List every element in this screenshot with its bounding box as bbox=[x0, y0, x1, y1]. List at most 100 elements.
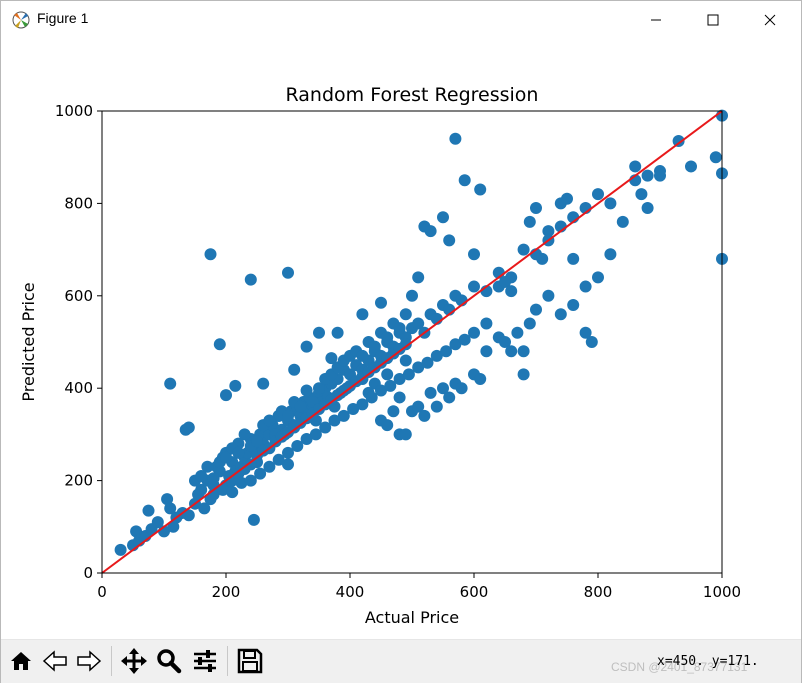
data-point bbox=[393, 322, 406, 335]
data-point bbox=[387, 405, 400, 418]
data-point bbox=[282, 409, 294, 422]
data-point bbox=[328, 414, 341, 427]
data-point bbox=[542, 225, 555, 238]
data-point bbox=[399, 338, 412, 351]
data-point bbox=[263, 414, 276, 427]
data-point bbox=[449, 338, 462, 351]
x-axis-label: Actual Price bbox=[365, 608, 459, 627]
save-figure-button[interactable] bbox=[235, 646, 265, 676]
data-point bbox=[480, 317, 493, 330]
data-point bbox=[455, 382, 468, 395]
forward-arrow-icon bbox=[77, 650, 102, 672]
data-point bbox=[232, 446, 245, 459]
data-point bbox=[406, 289, 418, 302]
data-point bbox=[402, 368, 415, 381]
data-point bbox=[672, 135, 685, 148]
data-point bbox=[319, 421, 332, 434]
back-arrow-icon bbox=[42, 650, 67, 672]
data-point bbox=[263, 460, 276, 473]
y-tick-label: 800 bbox=[64, 194, 93, 212]
data-point bbox=[272, 453, 285, 466]
data-point bbox=[399, 354, 412, 367]
data-point bbox=[198, 502, 211, 515]
data-point bbox=[499, 336, 511, 348]
data-point bbox=[480, 345, 493, 358]
data-point bbox=[474, 372, 487, 385]
data-point bbox=[412, 400, 425, 413]
data-point bbox=[393, 372, 406, 385]
data-point bbox=[282, 446, 294, 459]
data-points bbox=[114, 109, 728, 556]
data-point bbox=[294, 400, 307, 413]
forward-button[interactable] bbox=[74, 646, 104, 676]
minimize-button[interactable] bbox=[633, 1, 679, 39]
matplotlib-app-icon bbox=[11, 10, 31, 30]
data-point bbox=[182, 509, 195, 522]
data-point bbox=[641, 169, 654, 182]
data-point bbox=[356, 349, 369, 362]
data-point bbox=[517, 345, 530, 358]
data-point bbox=[517, 368, 530, 381]
y-tick-label: 200 bbox=[64, 472, 93, 490]
title-bar[interactable]: Figure 1 bbox=[1, 1, 801, 39]
data-point bbox=[437, 211, 449, 224]
scatter-plot[interactable]: Random Forest Regression 0 200 400 600 800 10… bbox=[1, 39, 801, 639]
data-point bbox=[579, 326, 592, 339]
data-point bbox=[430, 349, 443, 362]
data-point bbox=[368, 340, 381, 353]
y-tick-label: 400 bbox=[64, 379, 93, 397]
data-point bbox=[449, 132, 462, 145]
data-point bbox=[375, 296, 387, 309]
data-point bbox=[229, 379, 242, 392]
data-point bbox=[244, 474, 257, 487]
maximize-button[interactable] bbox=[690, 1, 736, 39]
data-point bbox=[629, 160, 642, 173]
data-point bbox=[685, 160, 697, 173]
data-point bbox=[347, 402, 360, 415]
maximize-icon bbox=[707, 14, 719, 26]
data-point bbox=[151, 516, 164, 529]
data-point bbox=[257, 377, 270, 390]
data-point bbox=[213, 338, 226, 351]
configure-subplots-button[interactable] bbox=[190, 646, 220, 676]
data-point bbox=[381, 368, 394, 381]
data-point bbox=[282, 266, 294, 279]
data-point bbox=[300, 384, 313, 397]
data-point bbox=[226, 486, 239, 499]
close-icon bbox=[764, 14, 776, 26]
data-point bbox=[216, 483, 229, 496]
data-point bbox=[505, 345, 518, 358]
data-point bbox=[356, 308, 369, 321]
data-point bbox=[430, 400, 443, 413]
x-tick-label: 200 bbox=[212, 583, 241, 601]
data-point bbox=[654, 169, 666, 182]
data-point bbox=[313, 382, 325, 395]
data-point bbox=[282, 458, 294, 471]
data-point bbox=[474, 183, 487, 196]
data-point bbox=[567, 252, 580, 265]
toolbar-separator bbox=[227, 646, 228, 676]
x-tick-label: 800 bbox=[584, 583, 613, 601]
back-button[interactable] bbox=[40, 646, 70, 676]
figure-canvas[interactable]: Random Forest Regression 0 200 400 600 800 10… bbox=[1, 39, 801, 639]
home-button[interactable] bbox=[6, 646, 36, 676]
data-point bbox=[207, 472, 220, 485]
x-tick-label: 1000 bbox=[703, 583, 741, 601]
y-tick-label: 600 bbox=[64, 287, 93, 305]
data-point bbox=[195, 483, 208, 496]
data-point bbox=[511, 326, 524, 339]
zoom-button[interactable] bbox=[154, 646, 184, 676]
data-point bbox=[220, 451, 232, 464]
data-point bbox=[167, 520, 180, 533]
close-button[interactable] bbox=[747, 1, 793, 39]
data-point bbox=[195, 469, 208, 482]
pan-button[interactable] bbox=[119, 646, 149, 676]
data-point bbox=[300, 340, 313, 353]
x-tick-label: 400 bbox=[336, 583, 365, 601]
data-point bbox=[616, 215, 629, 228]
data-point bbox=[254, 467, 267, 480]
data-point bbox=[384, 379, 397, 392]
data-point bbox=[356, 398, 369, 411]
data-point bbox=[561, 192, 573, 205]
